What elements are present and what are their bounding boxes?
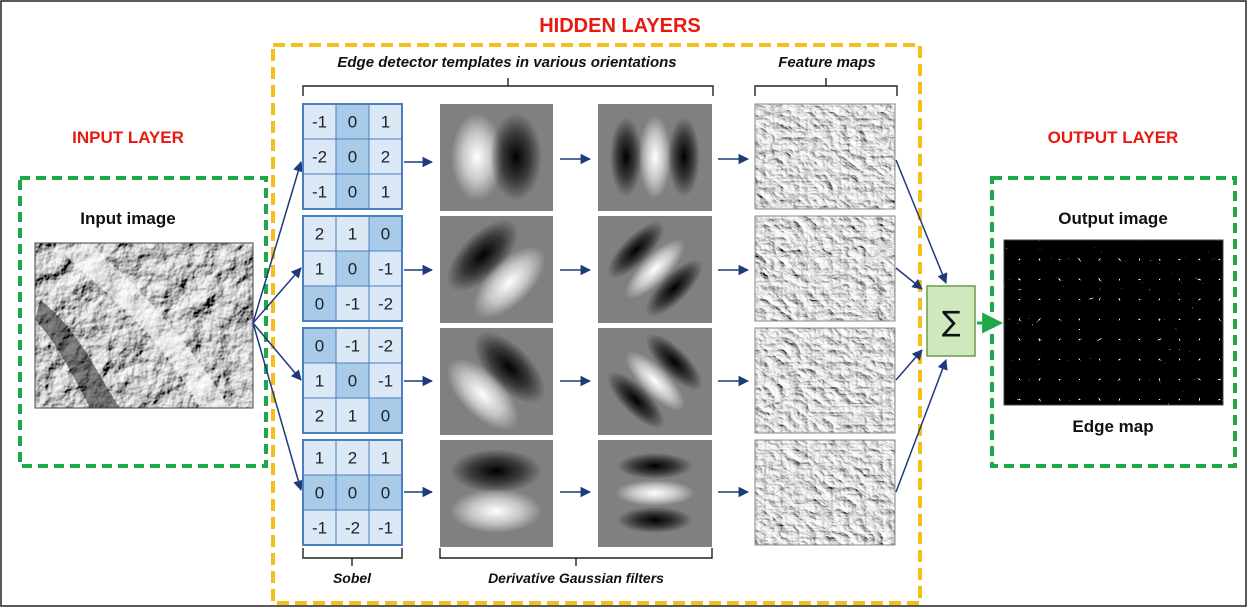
kernel-value: 0: [315, 337, 324, 356]
kernel-value: -2: [312, 148, 327, 167]
kernel-value: 0: [348, 183, 357, 202]
kernel-value: -2: [345, 519, 360, 538]
gaussian-brace: [439, 548, 713, 566]
gaussian-filter-second-2: [598, 216, 712, 323]
feature-map-4: [754, 439, 896, 546]
kernel-value: 1: [381, 183, 390, 202]
kernel-value: -1: [345, 295, 360, 314]
feature-map-3: [754, 327, 896, 434]
kernel-value: -1: [378, 260, 393, 279]
kernel-value: 1: [315, 449, 324, 468]
kernel-value: 2: [348, 449, 357, 468]
kernel-value: 1: [315, 372, 324, 391]
templates-brace: [302, 78, 714, 96]
kernel-cell: [302, 362, 337, 399]
kernel-value: -2: [378, 295, 393, 314]
sobel-kernel-4: 1 2 1 0 0 0 -1 -2 -1: [302, 439, 403, 546]
kernel-cell: [335, 509, 370, 546]
kernel-cell: [335, 215, 370, 252]
feature-maps-brace: [754, 78, 898, 96]
kernel-value: -1: [312, 519, 327, 538]
kernel-cell: [368, 103, 403, 140]
kernel-value: 2: [315, 225, 324, 244]
input-image-caption: Input image: [80, 209, 175, 228]
feature-to-sum-arrows: [895, 159, 948, 493]
output-layer-box: [990, 176, 1237, 468]
input-to-kernel-arrows: [252, 160, 304, 492]
sobel-kernel-1: -1 0 1 -2 0 2 -1 0 1: [302, 103, 403, 210]
kernel-value: -1: [312, 183, 327, 202]
gaussian-filter-first-2: [440, 216, 553, 323]
kernel-cell: [368, 362, 403, 399]
kernel-value: 0: [315, 484, 324, 503]
kernel-outline: [302, 439, 403, 546]
input-layer-title: INPUT LAYER: [72, 128, 184, 147]
kernel-value: -1: [378, 372, 393, 391]
gaussian-filter-second-3: [598, 328, 712, 435]
templates-label: Edge detector templates in various orien…: [337, 54, 676, 71]
sobel-brace: [302, 548, 403, 566]
output-edge-map: [1003, 239, 1224, 406]
kernel-value: 0: [381, 407, 390, 426]
kernel-value: 0: [348, 484, 357, 503]
kernel-value: 1: [348, 407, 357, 426]
sobel-kernel-2: 2 1 0 1 0 -1 0 -1 -2: [302, 215, 403, 322]
kernel-cell: [302, 250, 337, 287]
kernel-value: -1: [378, 519, 393, 538]
output-layer-title: OUTPUT LAYER: [1048, 128, 1179, 147]
kernel-value: 2: [381, 148, 390, 167]
gaussian-filter-second-4: [598, 440, 712, 547]
gaussian-filter-first-1: [440, 104, 553, 211]
feature-maps-label: Feature maps: [778, 54, 876, 71]
kernel-cell: [368, 285, 403, 322]
sobel-kernel-3: 0 -1 -2 1 0 -1 2 1 0: [302, 327, 403, 434]
kernel-value: 0: [348, 148, 357, 167]
kernel-value: 1: [315, 260, 324, 279]
gaussian-filter-second-1: [598, 104, 712, 211]
kernel-value: 0: [381, 484, 390, 503]
kernel-cell: [368, 509, 403, 546]
feature-map-2: [754, 215, 896, 322]
kernel-cell: [368, 138, 403, 175]
kernel-value: 1: [381, 449, 390, 468]
kernel-cell: [302, 397, 337, 434]
kernel-cell: [368, 397, 403, 434]
kernel-outline: [302, 327, 403, 434]
kernel-value: 1: [381, 113, 390, 132]
output-image-caption: Output image: [1058, 209, 1168, 228]
kernel-cell: [335, 138, 370, 175]
stage-arrows: [404, 153, 750, 498]
kernel-cell: [335, 439, 370, 476]
kernel-cell: [335, 397, 370, 434]
input-layer-box: [18, 176, 268, 468]
kernel-value: 0: [348, 372, 357, 391]
kernel-value: -1: [345, 337, 360, 356]
gaussian-filter-first-4: [440, 440, 553, 547]
kernel-outline: [302, 103, 403, 210]
kernel-cell: [335, 103, 370, 140]
sum-symbol: ∑: [942, 305, 961, 338]
kernel-outline: [302, 215, 403, 322]
input-image: [35, 243, 253, 408]
sobel-label: Sobel: [333, 570, 372, 586]
kernel-value: 0: [381, 225, 390, 244]
kernel-value: 1: [348, 225, 357, 244]
feature-map-1: [754, 103, 896, 210]
sum-node: [926, 285, 976, 357]
kernel-value: -2: [378, 337, 393, 356]
kernel-value: 0: [315, 295, 324, 314]
gaussian-label: Derivative Gaussian filters: [488, 570, 664, 586]
edge-map-caption: Edge map: [1072, 417, 1153, 436]
kernel-cell: [335, 285, 370, 322]
sobel-kernels: -1 0 1-2 0 2-1 0 12 1 01 0 -10 -1 -20 -1 -21 0 -12 1 01 2 10…: [302, 103, 403, 546]
hidden-layers-box: [271, 43, 922, 605]
kernel-value: -1: [312, 113, 327, 132]
gaussian-filter-first-3: [440, 328, 553, 435]
kernel-value: 2: [315, 407, 324, 426]
hidden-layers-title: HIDDEN LAYERS: [539, 15, 701, 37]
kernel-value: 0: [348, 260, 357, 279]
kernel-value: 0: [348, 113, 357, 132]
